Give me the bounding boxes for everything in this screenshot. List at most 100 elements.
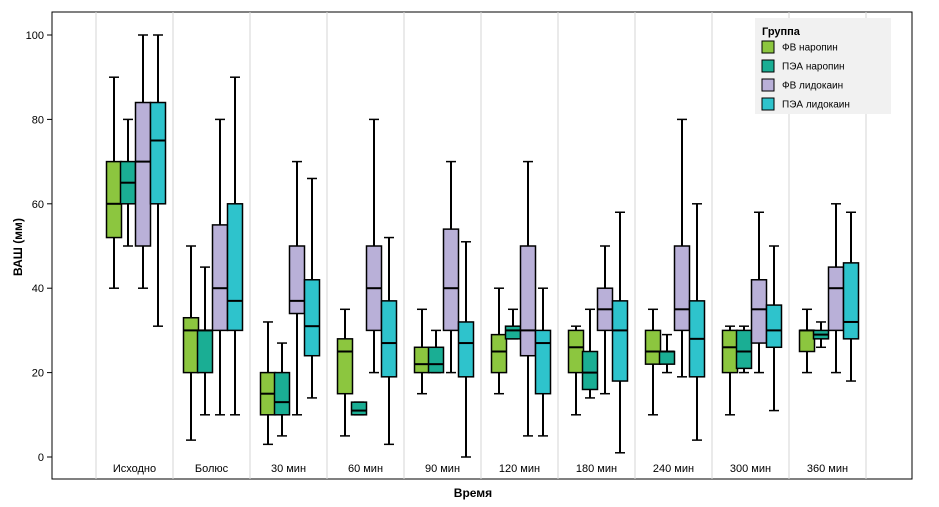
box-2 — [735, 325, 753, 374]
box-1 — [182, 245, 200, 441]
box-4 — [534, 287, 552, 437]
box-2 — [658, 333, 676, 374]
box-3 — [519, 160, 537, 437]
box-iqr — [211, 224, 229, 332]
box-iqr — [567, 329, 585, 374]
box-iqr — [658, 350, 676, 365]
box-3 — [596, 245, 614, 395]
box-iqr — [134, 101, 152, 247]
category-label: 240 мин — [653, 463, 694, 475]
box-iqr — [149, 101, 167, 205]
box-iqr — [673, 245, 691, 332]
box-iqr — [721, 329, 739, 374]
legend-items: ФВ наропин ПЭА наропин ФВ лидокаин ПЭА лидо… — [761, 40, 850, 111]
box-1 — [336, 308, 354, 437]
box-4 — [226, 76, 244, 416]
legend-title: Группа — [762, 26, 801, 38]
box-1 — [490, 287, 508, 395]
legend-swatch — [761, 97, 775, 111]
category-label: 120 мин — [499, 463, 540, 475]
box-1 — [721, 325, 739, 416]
box-2 — [581, 308, 599, 399]
box-iqr — [519, 245, 537, 357]
box-2 — [196, 266, 214, 416]
box-4 — [380, 236, 398, 446]
box-iqr — [380, 300, 398, 378]
box-iqr — [827, 266, 845, 332]
legend-swatch — [761, 78, 775, 92]
box-4 — [611, 211, 629, 454]
category-label: 90 мин — [425, 463, 460, 475]
y-axis-title: ВАШ (мм) — [11, 218, 25, 276]
box-2 — [812, 321, 830, 349]
category-label: 180 мин — [576, 463, 617, 475]
y-tick-label: 60 — [32, 199, 44, 211]
category-label: Исходно — [113, 463, 156, 475]
box-iqr — [105, 160, 123, 239]
box-iqr — [504, 325, 522, 340]
box-iqr — [273, 371, 291, 416]
category-label: 360 мин — [807, 463, 848, 475]
box-iqr — [490, 333, 508, 374]
legend-label: ПЭА лидокаин — [782, 100, 850, 111]
box-2 — [119, 118, 137, 247]
box-4 — [688, 203, 706, 441]
box-3 — [827, 203, 845, 374]
y-tick-label: 80 — [32, 114, 44, 126]
box-4 — [842, 211, 860, 382]
box-iqr — [288, 245, 306, 315]
box-iqr — [350, 401, 368, 416]
box-iqr — [303, 279, 321, 357]
box-3 — [365, 118, 383, 374]
box-2 — [427, 329, 445, 374]
x-axis-title: Время — [454, 486, 492, 500]
box-iqr — [196, 329, 214, 374]
box-1 — [644, 308, 662, 416]
box-iqr — [842, 262, 860, 340]
legend: Группа ФВ наропин ПЭА наропин ФВ лидокаин П… — [755, 18, 891, 114]
box-iqr — [226, 203, 244, 332]
box-iqr — [765, 304, 783, 349]
category-label: 60 мин — [348, 463, 383, 475]
y-tick-label: 40 — [32, 283, 44, 295]
box-iqr — [534, 329, 552, 395]
box-2 — [350, 401, 368, 416]
category-labels: Исходно Болюс 30 мин 60 мин 90 мин 120 мин 180… — [113, 463, 848, 475]
box-iqr — [735, 329, 753, 370]
legend-label: ФВ лидокаин — [782, 81, 843, 92]
box-iqr — [457, 321, 475, 378]
legend-swatch — [761, 59, 775, 73]
box-iqr — [611, 300, 629, 382]
box-4 — [149, 34, 167, 327]
legend-label: ФВ наропин — [782, 43, 838, 54]
legend-swatch — [761, 40, 775, 54]
box-3 — [442, 160, 460, 374]
box-iqr — [442, 228, 460, 332]
box-iqr — [427, 346, 445, 374]
box-groups — [105, 34, 860, 458]
legend-box — [755, 18, 891, 114]
box-2 — [273, 342, 291, 437]
box-4 — [303, 177, 321, 399]
box-3 — [673, 118, 691, 378]
box-iqr — [798, 329, 816, 353]
legend-label: ПЭА наропин — [782, 62, 845, 73]
box-iqr — [182, 316, 200, 374]
box-iqr — [413, 346, 431, 374]
y-tick-label: 0 — [38, 452, 44, 464]
box-iqr — [644, 329, 662, 365]
y-tick-label: 100 — [26, 30, 44, 42]
category-label: Болюс — [195, 463, 229, 475]
box-1 — [105, 76, 123, 289]
y-tick-label: 20 — [32, 368, 44, 380]
box-4 — [457, 241, 475, 458]
box-iqr — [750, 279, 768, 344]
box-4 — [765, 245, 783, 412]
box-3 — [288, 160, 306, 416]
box-1 — [413, 308, 431, 395]
box-iqr — [581, 350, 599, 391]
box-3 — [134, 34, 152, 289]
y-axis: 0 20 40 60 80 100 — [26, 30, 52, 464]
box-1 — [259, 321, 277, 446]
